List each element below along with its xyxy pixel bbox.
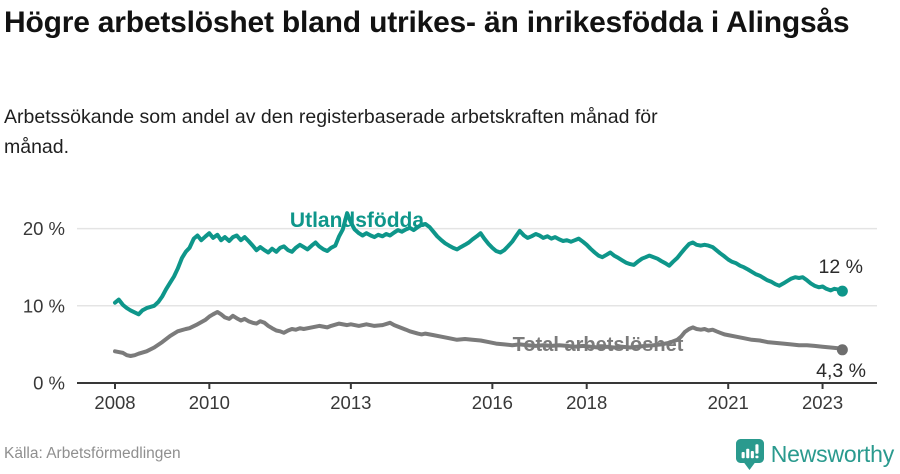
series-line-total: [113, 310, 845, 358]
newsworthy-logo-icon: [735, 439, 764, 470]
x-axis-tick-label: 2010: [189, 392, 230, 413]
x-axis-tick-label: 2013: [330, 392, 371, 413]
series-label-total-arbetsloshet: Total arbetslöshet: [513, 334, 684, 356]
chart-subtitle: Arbetssökande som andel av den registerb…: [4, 106, 658, 158]
x-axis-tick-label: 2016: [472, 392, 513, 413]
series-end-dot-total: [836, 344, 848, 356]
y-axis-tick-label: 20 %: [23, 218, 65, 239]
newsworthy-logo: Newsworthy: [735, 438, 894, 471]
x-axis-tick-label: 2021: [708, 392, 749, 413]
end-value-label-utlandsfodda: 12 %: [819, 256, 863, 278]
series-line-utlandsfodda: [113, 211, 845, 317]
x-axis-tick-label: 2023: [802, 392, 843, 413]
series-end-dot-utlandsfodda: [836, 285, 848, 297]
x-axis-tick-label: 2008: [94, 392, 135, 413]
series-label-utlandsfodda: Utlandsfödda: [290, 209, 424, 232]
end-value-label-total: 4,3 %: [816, 360, 866, 382]
newsworthy-wordmark: Newsworthy: [770, 441, 894, 467]
source-note: Källa: Arbetsförmedlingen: [4, 445, 181, 462]
y-axis-tick-label: 0 %: [33, 373, 65, 394]
chart-title: Högre arbetslöshet bland utrikes- än inr…: [4, 6, 850, 39]
x-axis-tick-label: 2018: [566, 392, 607, 413]
unemployment-line-chart: 0 % 10 % 20 % 2008 2010 2013 2016 2018 2021 2023 U…: [23, 209, 877, 413]
y-axis-tick-label: 10 %: [23, 295, 65, 316]
